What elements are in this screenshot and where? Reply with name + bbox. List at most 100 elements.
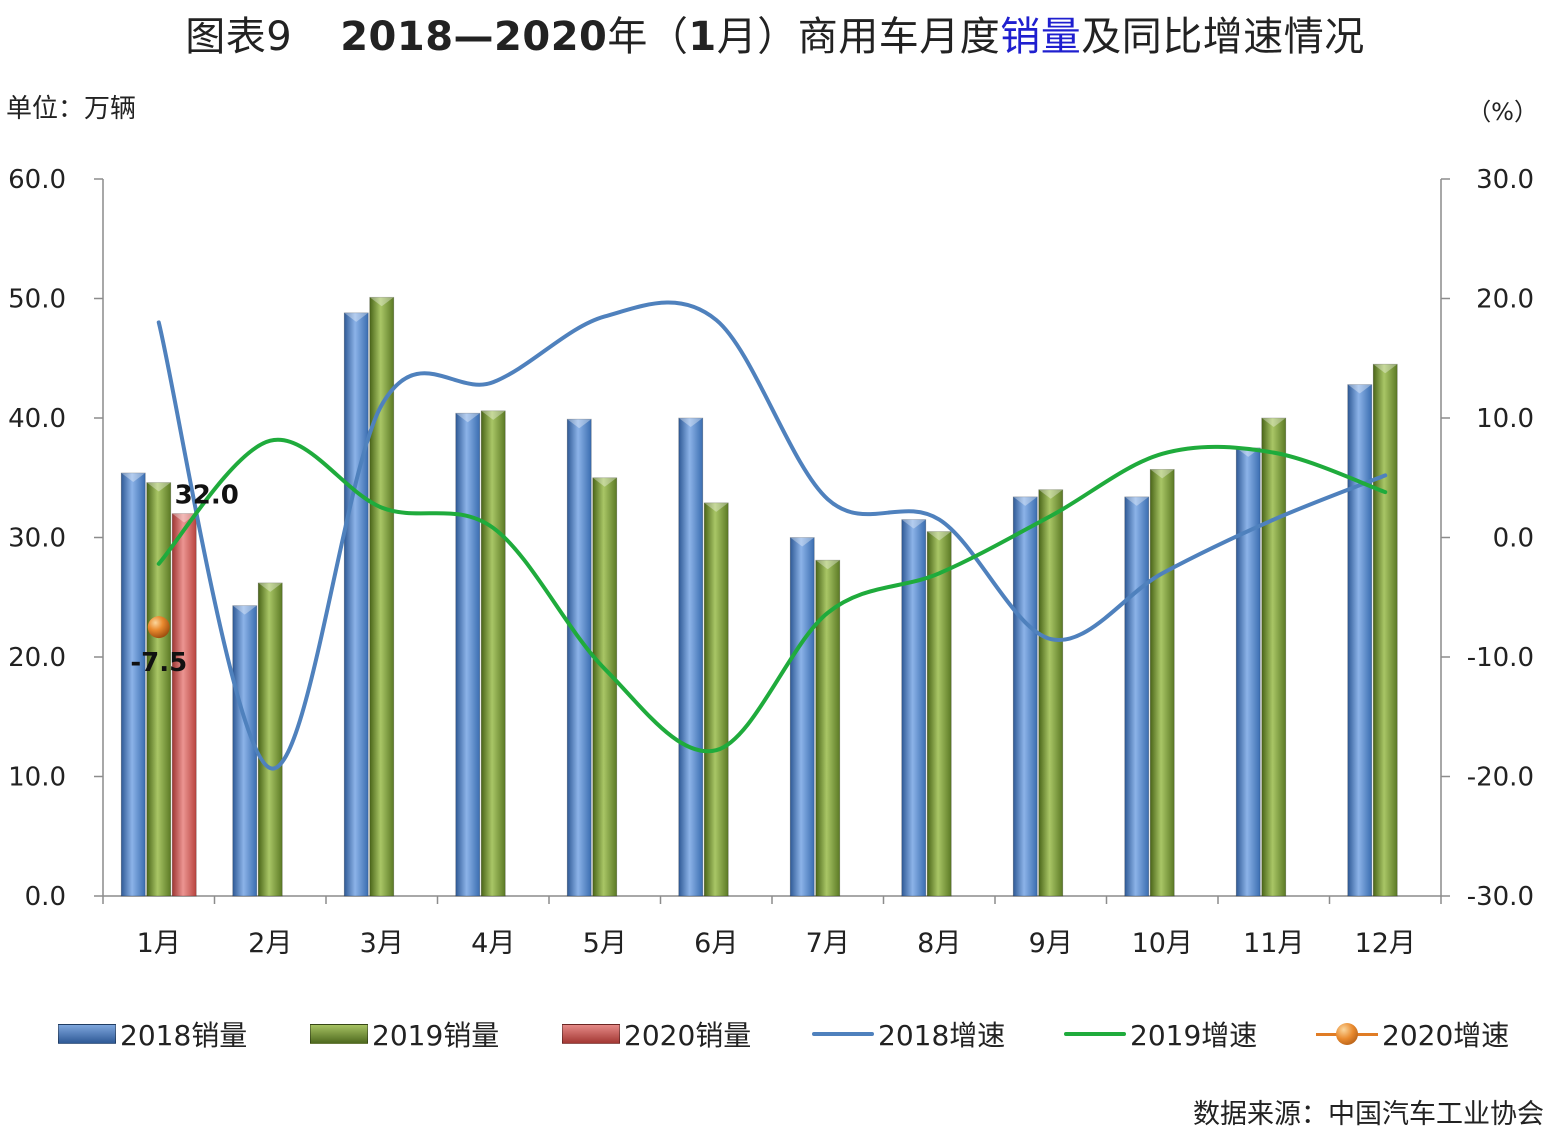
- data-source: 数据来源：中国汽车工业协会: [1193, 1099, 1544, 1130]
- bar-2019销量: [703, 502, 729, 897]
- bar-2019销量: [146, 482, 172, 897]
- bar-2019销量: [1038, 489, 1064, 897]
- bar-cap-2018销量: [455, 413, 480, 423]
- bar-cap-2019销量: [369, 297, 394, 307]
- legend-label-2019-growth: 2019增速: [1130, 1019, 1258, 1052]
- bar-cap-2018销量: [232, 605, 257, 615]
- legend-swatch-2018-growth: [812, 1032, 874, 1036]
- x-axis-tick-label: 1月: [137, 928, 181, 959]
- bar-2019销量: [926, 531, 952, 897]
- legend-swatch-2019-sales: [310, 1024, 368, 1044]
- bar-2020销量: [171, 513, 197, 897]
- bar-2018销量: [1235, 447, 1261, 897]
- legend-label-2018-growth: 2018增速: [878, 1019, 1006, 1052]
- chart-plot: 0.0 10.0 20.0 30.0 40.0 50.0 60.0 -30.0 -20.0 -10…: [8, 165, 1534, 959]
- right-axis-unit: （%）: [1467, 98, 1538, 126]
- left-axis-tick-label: 10.0: [8, 763, 66, 793]
- marker-2020增速: [147, 616, 170, 639]
- x-axis-tick-label: 10月: [1132, 928, 1193, 959]
- bar-cap-2019销量: [146, 482, 171, 492]
- bar-2018销量: [566, 418, 592, 897]
- x-axis-tick-label: 8月: [917, 928, 961, 959]
- legend-label-2020-sales: 2020销量: [624, 1019, 752, 1052]
- legend-swatch-2019-growth: [1064, 1032, 1126, 1036]
- bar-cap-2018销量: [344, 312, 369, 322]
- left-axis-tick-label: 60.0: [8, 165, 66, 195]
- bar-cap-2020销量: [172, 513, 197, 523]
- bar-2018销量: [678, 417, 704, 897]
- bar-cap-2019销量: [815, 560, 840, 570]
- bar-2018销量: [789, 537, 815, 897]
- line-2019增速: [156, 437, 1388, 754]
- legend-label-2019-sales: 2019销量: [372, 1019, 500, 1052]
- x-axis-tick-label: 5月: [583, 928, 627, 959]
- legend-item-2019-sales: 2019销量: [310, 1012, 499, 1056]
- bar-cap-2018销量: [121, 472, 146, 482]
- left-axis-tick-label: 0.0: [25, 882, 66, 912]
- bar-2018销量: [1124, 496, 1150, 897]
- x-axis-tick-label: 12月: [1355, 928, 1416, 959]
- bar-cap-2018销量: [567, 419, 592, 429]
- bar-2019销量: [1261, 417, 1287, 897]
- bar-2018销量: [120, 472, 146, 897]
- bar-2019销量: [257, 582, 283, 897]
- right-axis-tick-label: 30.0: [1476, 165, 1534, 195]
- right-axis-tick-label: 10.0: [1476, 404, 1534, 434]
- bar-2018销量: [455, 412, 481, 897]
- line-2018增速: [156, 300, 1388, 771]
- bar-cap-2018销量: [1347, 384, 1372, 394]
- x-axis-tick-label: 7月: [806, 928, 850, 959]
- bar-cap-2019销量: [258, 582, 283, 592]
- bar-cap-2019销量: [1373, 364, 1398, 374]
- left-axis-tick-label: 40.0: [8, 404, 66, 434]
- bar-2018销量: [343, 312, 369, 897]
- legend-item-2019-growth: 2019增速: [1064, 1012, 1257, 1056]
- x-axis-tick-label: 11月: [1243, 928, 1304, 959]
- data-label-2020-sales: 32.0: [175, 481, 239, 511]
- bar-2019销量: [1372, 363, 1398, 897]
- bar-cap-2019销量: [592, 477, 617, 487]
- legend-swatch-2018-sales: [58, 1024, 116, 1044]
- x-axis-tick-label: 2月: [248, 928, 292, 959]
- left-axis-tick-label: 30.0: [8, 524, 66, 554]
- right-axis-tick-label: -20.0: [1467, 763, 1534, 793]
- bar-cap-2019销量: [481, 410, 506, 420]
- bar-2019销量: [369, 296, 395, 897]
- data-label-2020-growth: -7.5: [130, 648, 187, 678]
- legend-item-2018-sales: 2018销量: [58, 1012, 247, 1056]
- right-axis-tick-label: -10.0: [1467, 643, 1534, 673]
- left-axis-tick-label: 50.0: [8, 285, 66, 315]
- bar-2018销量: [901, 519, 927, 897]
- legend-swatch-2020-growth: [1316, 1023, 1378, 1045]
- bar-2018销量: [232, 605, 258, 897]
- legend-item-2020-growth: 2020增速: [1316, 1012, 1509, 1056]
- x-axis-tick-label: 4月: [471, 928, 515, 959]
- bar-2019销量: [480, 410, 506, 897]
- legend-item-2018-growth: 2018增速: [812, 1012, 1005, 1056]
- bar-cap-2018销量: [901, 519, 926, 529]
- bar-cap-2019销量: [1150, 469, 1175, 479]
- right-axis-tick-label: 20.0: [1476, 285, 1534, 315]
- bar-cap-2018销量: [790, 537, 815, 547]
- x-axis-tick-label: 9月: [1029, 928, 1073, 959]
- legend-label-2020-growth: 2020增速: [1382, 1019, 1510, 1052]
- legend-label-2018-sales: 2018销量: [120, 1019, 248, 1052]
- legend-swatch-2020-sales: [562, 1024, 620, 1044]
- legend-item-2020-sales: 2020销量: [562, 1012, 751, 1056]
- bar-2019销量: [592, 477, 618, 897]
- bar-cap-2019销量: [927, 531, 952, 541]
- bar-2019销量: [815, 559, 841, 897]
- bar-2019销量: [1149, 468, 1175, 897]
- left-axis-tick-label: 20.0: [8, 643, 66, 673]
- bar-cap-2019销量: [704, 502, 729, 512]
- right-axis-tick-label: 0.0: [1493, 524, 1534, 554]
- x-axis-tick-label: 6月: [694, 928, 738, 959]
- x-axis-tick-label: 3月: [360, 928, 404, 959]
- chart-title: 图表9 2018—2020年（1月）商用车月度销量及同比增速情况: [185, 14, 1365, 60]
- bar-2018销量: [1012, 496, 1038, 897]
- bar-cap-2018销量: [1013, 496, 1038, 506]
- bar-2018销量: [1347, 384, 1373, 897]
- right-axis-tick-label: -30.0: [1467, 882, 1534, 912]
- left-axis-unit: 单位：万辆: [6, 94, 137, 124]
- bar-cap-2019销量: [1038, 489, 1063, 499]
